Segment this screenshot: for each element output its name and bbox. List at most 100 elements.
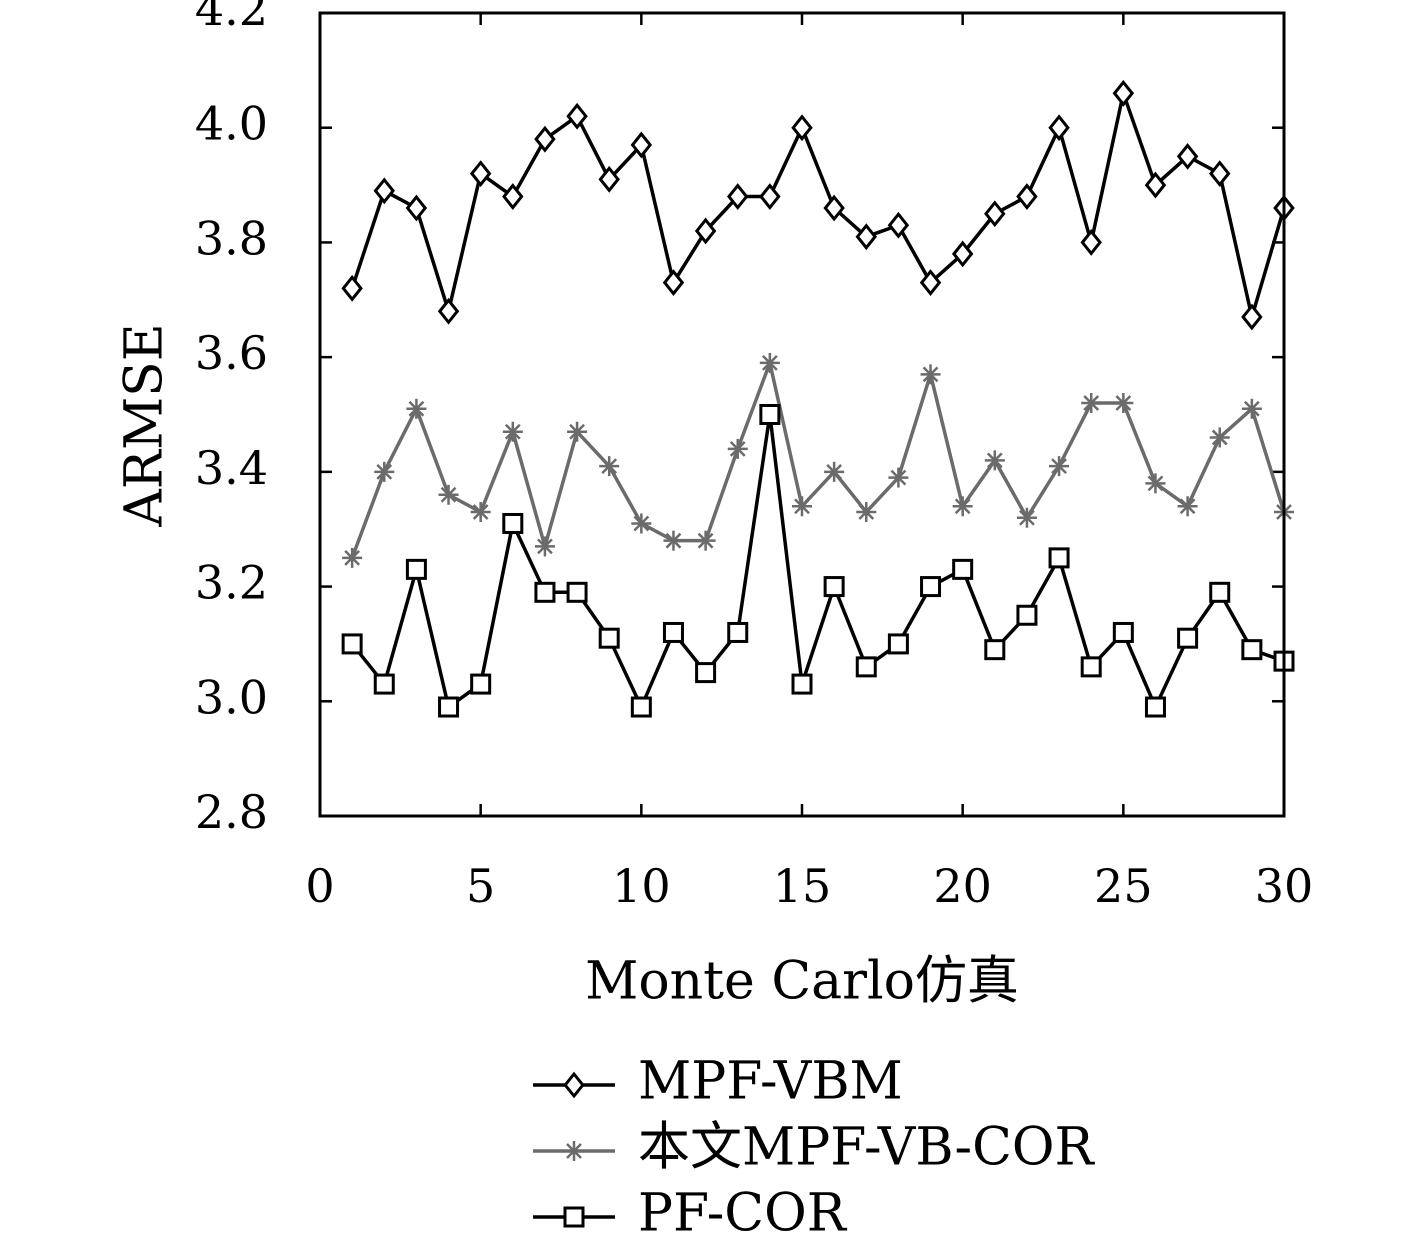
data-point <box>856 502 877 523</box>
data-point <box>695 662 717 684</box>
data-point <box>1016 604 1038 626</box>
data-point <box>373 673 395 695</box>
data-point <box>984 450 1005 471</box>
data-point <box>727 621 749 643</box>
data-point <box>534 536 555 557</box>
data-point <box>920 576 942 598</box>
data-point <box>534 581 556 603</box>
data-point <box>952 558 974 580</box>
data-point <box>1048 114 1070 142</box>
series-line <box>350 414 1285 712</box>
data-point <box>759 183 781 210</box>
data-point <box>727 183 749 210</box>
data-point <box>855 223 877 251</box>
data-point <box>341 274 363 302</box>
data-point <box>1144 171 1167 199</box>
data-point <box>437 297 460 325</box>
x-tick-label: 15 <box>773 859 832 913</box>
y-tick-label: 4.0 <box>195 97 268 151</box>
legend-label: 本文MPF-VB-COR <box>638 1118 1095 1178</box>
series-line <box>350 356 1286 559</box>
y-tick-label: 3.8 <box>195 211 268 265</box>
data-point <box>534 125 556 153</box>
data-point <box>1080 656 1102 678</box>
series-2 <box>341 404 1295 718</box>
data-point <box>662 269 685 296</box>
x-tick-label: 5 <box>466 859 495 913</box>
legend-item: MPF-VBM <box>533 1052 903 1112</box>
y-tick-label: 4.2 <box>195 0 268 36</box>
y-tick-label: 3.6 <box>195 326 268 380</box>
x-tick-label: 25 <box>1094 859 1153 913</box>
y-axis-ticks: 2.8 3.0 3.2 3.4 3.6 3.8 4.0 4.2 <box>195 0 1284 839</box>
star-stroke <box>1115 395 1132 411</box>
star-stroke <box>1243 400 1260 417</box>
data-point <box>727 438 748 459</box>
series-0 <box>341 79 1295 331</box>
legend-item: 本文MPF-VB-COR <box>533 1118 1095 1178</box>
star-stroke <box>858 504 875 520</box>
star-stroke <box>344 550 361 566</box>
y-tick-label: 3.0 <box>195 670 268 724</box>
data-point <box>952 496 973 517</box>
star-stroke <box>1019 509 1035 526</box>
plot-frame <box>318 11 1286 818</box>
star-stroke <box>890 469 907 486</box>
data-point <box>1145 473 1166 494</box>
data-point <box>824 461 845 482</box>
data-point <box>1080 229 1102 256</box>
data-point <box>1176 142 1199 170</box>
data-point <box>1048 547 1070 569</box>
data-point <box>1209 427 1230 448</box>
star-stroke <box>376 463 393 480</box>
data-point <box>1112 79 1135 107</box>
data-point <box>374 461 395 482</box>
data-point <box>791 114 813 142</box>
data-point <box>662 621 684 643</box>
data-point <box>759 404 781 425</box>
data-point <box>405 558 427 580</box>
data-point <box>470 502 491 523</box>
star-stroke <box>569 423 585 440</box>
data-point <box>1241 398 1262 419</box>
data-point <box>1081 393 1102 414</box>
data-point <box>791 673 813 695</box>
y-tick-label: 3.2 <box>195 556 268 610</box>
series-layer <box>341 79 1295 718</box>
data-point <box>887 633 909 655</box>
star-stroke <box>761 354 778 371</box>
star-stroke <box>472 504 489 520</box>
star-stroke <box>440 486 457 503</box>
series-line <box>350 86 1286 324</box>
x-axis-title: Monte Carlo仿真 <box>585 952 1019 1012</box>
data-point <box>566 581 588 603</box>
data-point <box>598 627 620 649</box>
data-point <box>502 421 523 442</box>
data-point <box>630 696 652 718</box>
series-1 <box>342 352 1294 568</box>
data-point <box>887 211 910 239</box>
data-point <box>1241 639 1263 661</box>
data-point <box>951 240 974 268</box>
data-point <box>1209 581 1231 603</box>
data-point <box>694 217 717 245</box>
star-stroke <box>537 538 553 555</box>
y-axis-title: ARMSE <box>115 323 175 528</box>
data-point <box>1049 456 1070 477</box>
data-point <box>919 269 942 296</box>
data-point <box>502 183 524 210</box>
data-point <box>984 639 1006 661</box>
star-stroke <box>826 463 843 480</box>
data-point <box>1112 621 1134 643</box>
legend-swatch-marker <box>563 1206 585 1228</box>
x-tick-label: 0 <box>305 859 334 913</box>
y-tick-label: 3.4 <box>195 441 268 495</box>
legend-label: MPF-VBM <box>638 1052 903 1112</box>
data-point <box>1144 696 1166 718</box>
data-point <box>823 576 845 598</box>
x-tick-label: 10 <box>612 859 671 913</box>
x-tick-label: 20 <box>933 859 992 913</box>
star-stroke <box>986 452 1003 469</box>
